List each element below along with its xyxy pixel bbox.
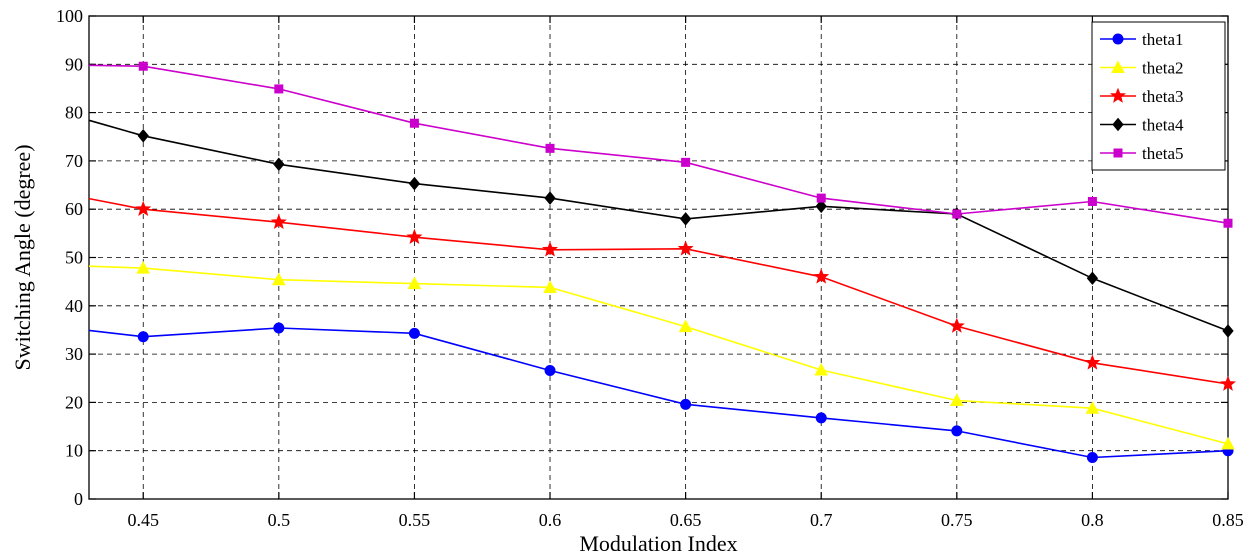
data-point-theta5 [545,143,555,153]
series-line-theta4 [88,119,1229,332]
x-tick-label: 0.5 [268,510,291,530]
data-point-theta5 [1223,218,1233,228]
data-point-theta5 [681,157,691,167]
legend: theta1 theta2 theta3 theta4 theta5 [1091,21,1226,171]
data-point-theta4 [1222,324,1234,338]
legend-item-theta3: theta3 [1100,87,1184,106]
x-tick-label: 0.7 [810,510,833,530]
y-tick-label: 40 [65,296,83,316]
series-line-theta3 [88,197,1229,385]
data-point-theta1 [951,425,963,437]
data-point-theta5 [1087,196,1097,206]
series-line-theta1 [88,327,1229,459]
data-point-theta1 [544,365,556,377]
data-point-theta2 [949,393,964,406]
data-point-theta3 [135,200,152,217]
series-line-theta5 [88,64,1229,224]
x-tick-label: 0.45 [127,510,159,530]
series-theta3 [88,197,1237,391]
data-point-theta4 [544,191,556,205]
data-point-theta3 [406,228,423,245]
data-point-theta3 [1219,375,1237,391]
data-point-theta1 [273,322,285,334]
data-point-theta5 [816,193,826,203]
data-point-theta4 [679,212,692,226]
y-tick-label: 50 [65,248,83,268]
data-point-theta3 [542,241,559,257]
data-point-theta3 [813,268,830,284]
data-point-theta4 [273,157,285,172]
data-point-theta2 [814,362,829,376]
data-point-theta4 [1086,271,1099,286]
data-point-theta2 [271,272,286,286]
legend-marker [1111,60,1125,73]
data-point-theta2 [136,261,151,274]
data-point-theta4 [408,176,421,191]
series-theta2 [88,261,1235,450]
data-point-theta2 [1221,436,1235,450]
y-axis-title: Switching Angle (degree) [10,144,35,370]
legend-marker [1109,87,1127,103]
data-point-theta2 [1085,401,1100,414]
legend-item-theta2: theta2 [1100,59,1184,78]
y-tick-label: 70 [65,151,83,171]
x-axis-title: Modulation Index [579,531,737,556]
data-point-theta1 [408,327,420,339]
data-point-theta1 [680,398,692,410]
data-point-theta4 [815,199,827,214]
axis-ticks: 0.45 0.5 0.55 0.6 0.65 0.7 0.75 0.8 0.85 0 10 20 30 4… [56,6,1244,530]
y-tick-label: 80 [65,103,83,123]
x-tick-label: 0.8 [1081,510,1104,530]
x-tick-label: 0.85 [1212,510,1244,530]
legend-item-theta4: theta4 [1100,116,1184,135]
series-line-theta2 [88,265,1229,445]
series-theta5 [88,61,1233,228]
series-theta4 [88,119,1234,338]
data-point-theta5 [952,209,962,219]
legend-marker [1112,117,1124,132]
data-point-theta1 [137,331,149,343]
y-tick-label: 20 [65,392,83,412]
data-point-theta5 [274,84,284,94]
legend-label: theta5 [1142,144,1184,163]
x-tick-label: 0.65 [670,510,702,530]
series-theta1 [88,322,1234,463]
x-tick-label: 0.6 [539,510,562,530]
legend-marker [1113,148,1123,158]
y-tick-label: 90 [65,54,83,74]
legend-item-theta1: theta1 [1100,30,1184,49]
legend-label: theta1 [1142,30,1184,49]
series-group [88,61,1237,463]
data-point-theta2 [407,276,422,290]
data-point-theta3 [948,317,965,333]
y-tick-label: 10 [65,441,83,461]
x-tick-label: 0.55 [399,510,431,530]
legend-label: theta4 [1142,116,1184,135]
data-point-theta1 [1086,451,1098,463]
y-tick-label: 30 [65,344,83,364]
data-point-theta2 [543,280,557,293]
data-point-theta1 [815,412,827,424]
data-point-theta5 [138,61,148,71]
legend-item-theta5: theta5 [1100,144,1184,163]
legend-label: theta3 [1142,87,1184,106]
data-point-theta5 [409,118,419,128]
x-tick-label: 0.75 [941,510,973,530]
data-point-theta3 [1084,354,1101,370]
data-point-theta3 [677,240,694,256]
data-point-theta2 [678,319,693,333]
legend-marker [1112,33,1124,45]
data-point-theta4 [137,129,149,143]
y-tick-label: 0 [74,489,83,509]
y-tick-label: 60 [65,199,83,219]
legend-label: theta2 [1142,59,1184,78]
y-tick-label: 100 [56,6,83,26]
data-point-theta3 [270,213,287,230]
